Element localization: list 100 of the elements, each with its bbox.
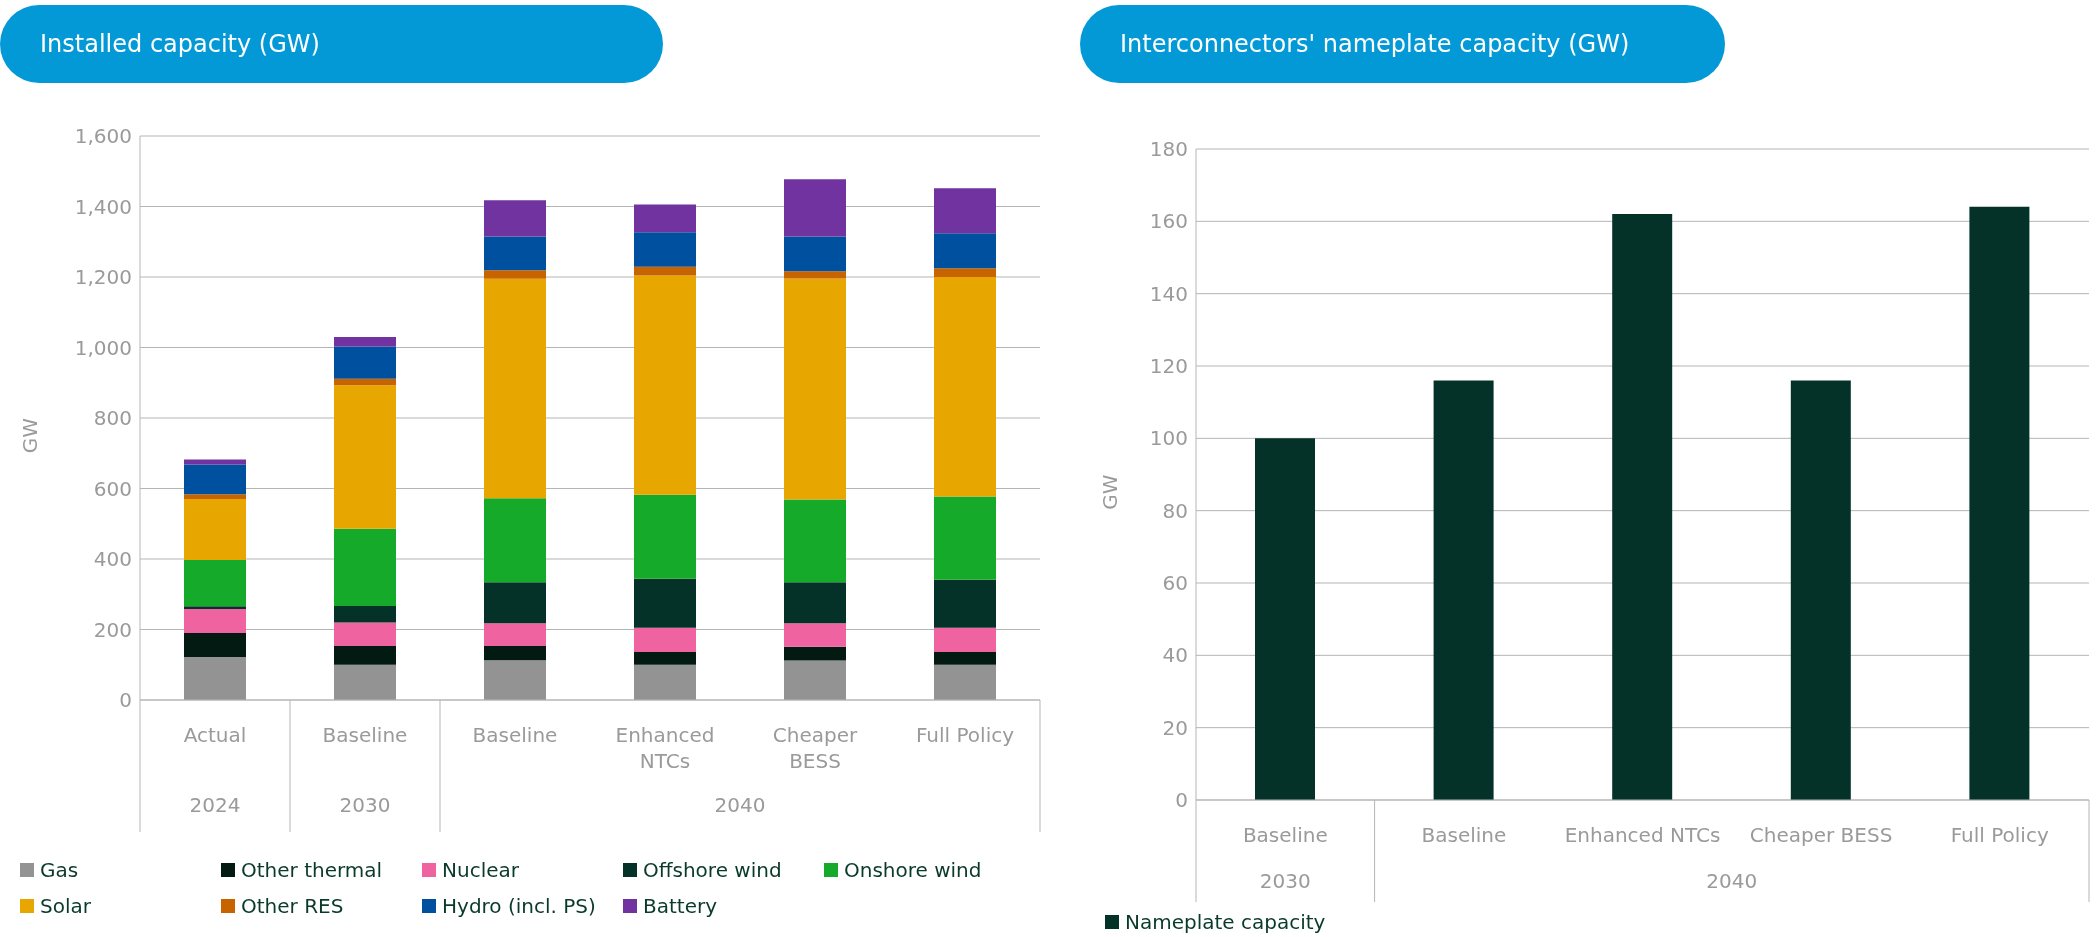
x-tick-label: Baseline	[1421, 823, 1507, 847]
bar	[934, 188, 996, 234]
chart-title: Installed capacity (GW)	[40, 30, 320, 58]
bar	[934, 652, 996, 665]
bar	[784, 623, 846, 647]
bar	[184, 609, 246, 634]
x-tick-label: Full Policy	[1950, 823, 2049, 847]
bar	[484, 236, 546, 271]
bar	[934, 627, 996, 653]
y-axis-title: GW	[1098, 474, 1123, 510]
bar	[1433, 380, 1494, 800]
bar	[934, 664, 996, 700]
bar	[784, 499, 846, 583]
bar	[784, 236, 846, 272]
x-tick-label: Actual	[183, 723, 247, 747]
x-tick-label: Full Policy	[915, 723, 1015, 747]
legend-label: Offshore wind	[643, 858, 782, 882]
bar	[934, 233, 996, 269]
y-tick-label: 40	[1162, 643, 1188, 668]
bar	[484, 660, 546, 700]
bar	[184, 606, 246, 610]
bar	[634, 266, 696, 276]
bar	[1969, 206, 2030, 800]
y-tick-label: 1,200	[74, 265, 132, 290]
bar	[334, 622, 396, 647]
y-tick-label: 400	[93, 547, 132, 572]
bar	[784, 660, 846, 700]
bar	[334, 646, 396, 665]
y-tick-label: 160	[1149, 209, 1188, 234]
x-tick-label: Enhanced NTCs	[1564, 823, 1721, 847]
bar	[334, 385, 396, 529]
bar	[184, 459, 246, 465]
y-tick-label: 1,400	[74, 194, 132, 219]
bar	[334, 664, 396, 700]
x-tick-label: Enhanced NTCs	[615, 723, 715, 773]
y-tick-label: 800	[93, 406, 132, 431]
y-axis-title: GW	[18, 417, 43, 454]
y-tick-label: 0	[1175, 788, 1188, 813]
x-tick-label: Cheaper BESS	[1749, 823, 1893, 847]
bar	[334, 336, 396, 347]
bar	[634, 204, 696, 233]
legend-label: Gas	[40, 858, 79, 882]
bar	[784, 582, 846, 624]
legend-label: Onshore wind	[844, 858, 982, 882]
legend-label: Other RES	[241, 894, 344, 918]
bar	[784, 179, 846, 237]
bar	[184, 560, 246, 607]
x-tick-label: Baseline	[472, 723, 558, 747]
bar	[484, 582, 546, 624]
bar	[634, 664, 696, 700]
x-tick-label: Baseline	[1242, 823, 1328, 847]
y-tick-label: 120	[1149, 354, 1188, 379]
bar	[784, 278, 846, 500]
y-tick-label: 200	[93, 617, 132, 642]
bar	[784, 646, 846, 661]
bar	[1612, 214, 1673, 800]
y-tick-label: 600	[93, 476, 132, 501]
legend-label: Battery	[643, 894, 718, 918]
text: 2030	[1259, 869, 1311, 893]
y-tick-label: 0	[119, 688, 132, 713]
bar	[484, 498, 546, 583]
bar	[634, 627, 696, 653]
bar	[484, 278, 546, 499]
bar	[634, 275, 696, 495]
bar	[484, 270, 546, 279]
bar	[184, 657, 246, 700]
bar	[334, 378, 396, 386]
y-tick-label: 1,600	[74, 124, 132, 149]
legend-label: Nameplate capacity	[1125, 910, 1326, 934]
y-tick-label: 140	[1149, 281, 1188, 306]
bar	[934, 579, 996, 628]
bar	[184, 633, 246, 657]
bar	[334, 346, 396, 379]
bar	[184, 464, 246, 495]
x-tick-label: Baseline	[322, 723, 408, 747]
y-tick-label: 60	[1162, 571, 1188, 596]
text: 2024	[189, 793, 241, 817]
x-tick-label: Cheaper BESS	[772, 723, 858, 773]
y-tick-label: 180	[1149, 137, 1188, 162]
y-tick-label: 20	[1162, 715, 1188, 740]
legend-label: Solar	[40, 894, 91, 918]
bar	[484, 623, 546, 647]
legend-label: Nuclear	[442, 858, 519, 882]
y-tick-label: 1,000	[74, 335, 132, 360]
bar	[484, 200, 546, 237]
bar	[484, 646, 546, 661]
y-tick-label: 80	[1162, 498, 1188, 523]
bar	[634, 494, 696, 579]
bar	[634, 652, 696, 665]
text: 2030	[339, 793, 391, 817]
bar	[784, 271, 846, 279]
chart-title: Interconnectors' nameplate capacity (GW)	[1120, 30, 1630, 58]
bar	[934, 268, 996, 277]
bar	[634, 232, 696, 267]
text: 2040	[1706, 869, 1758, 893]
bar	[934, 277, 996, 497]
bar	[184, 499, 246, 561]
bar	[334, 605, 396, 623]
legend-label: Hydro (incl. PS)	[442, 894, 596, 918]
bar	[334, 528, 396, 606]
